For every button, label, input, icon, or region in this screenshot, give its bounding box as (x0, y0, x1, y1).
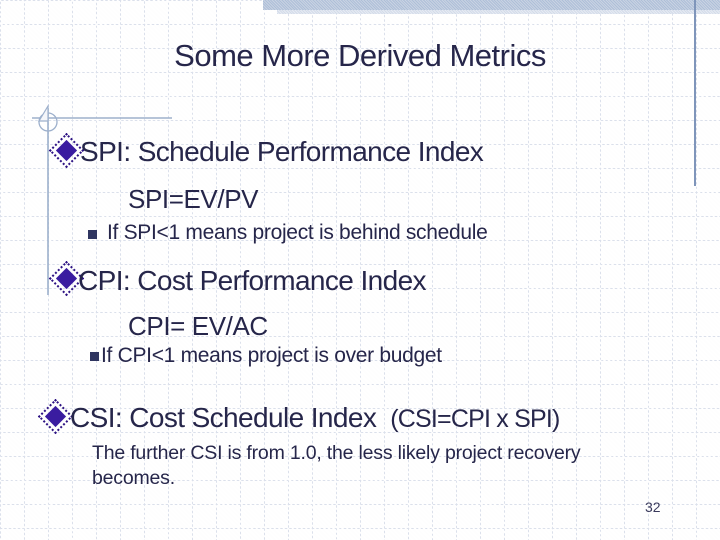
diamond-bullet-icon (55, 267, 78, 290)
top-band-light (277, 10, 720, 14)
left-ornament-graphic (32, 103, 172, 295)
cpi-note: If CPI<1 means project is over budget (101, 344, 442, 367)
csi-heading: CSI: Cost Schedule Index (CSI=CPI x SPI) (70, 402, 560, 434)
spi-note: If SPI<1 means project is behind schedul… (107, 221, 488, 244)
square-bullet-icon (88, 230, 97, 239)
page-number: 32 (645, 499, 661, 515)
diamond-bullet-icon (44, 405, 67, 428)
slide-title: Some More Derived Metrics (174, 38, 546, 73)
cpi-formula: CPI= EV/AC (128, 311, 268, 341)
right-vertical-rule (694, 0, 696, 186)
top-band-dark (263, 0, 720, 10)
square-bullet-icon (90, 352, 99, 361)
csi-heading-parenthetical: (CSI=CPI x SPI) (390, 405, 560, 433)
cpi-heading: CPI: Cost Performance Index (78, 265, 427, 296)
diamond-bullet-icon (55, 139, 78, 162)
csi-note: The further CSI is from 1.0, the less li… (92, 442, 581, 490)
spi-heading: SPI: Schedule Performance Index (80, 136, 484, 167)
spi-formula: SPI=EV/PV (128, 184, 259, 214)
csi-heading-text: CSI: Cost Schedule Index (70, 402, 377, 433)
